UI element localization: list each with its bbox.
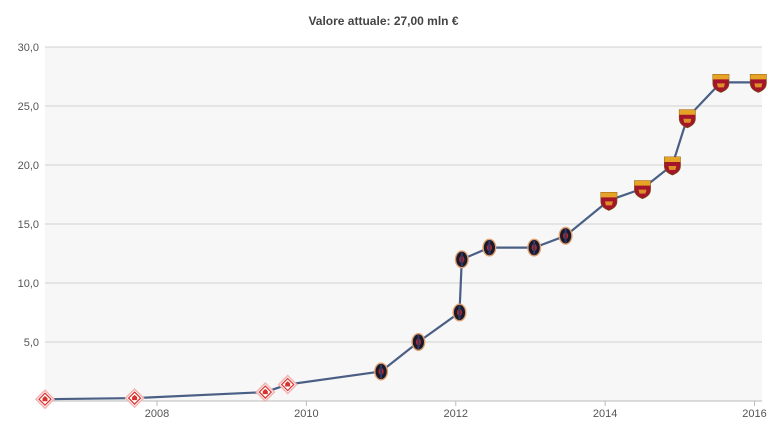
fiorentina-icon (277, 374, 298, 395)
x-tick-label: 2014 (593, 408, 617, 420)
fiorentina-icon (255, 382, 276, 403)
roma-icon (678, 109, 696, 129)
y-tick-label: 25,0 (18, 101, 39, 113)
y-tick-label: 20,0 (18, 160, 39, 172)
x-tick-label: 2010 (294, 408, 318, 420)
genoa-icon (558, 226, 573, 245)
genoa-icon (527, 238, 542, 257)
y-tick-label: 5,0 (24, 337, 39, 349)
roma-icon (634, 180, 651, 200)
x-tick-label: 2012 (444, 408, 468, 420)
roma-icon (712, 74, 730, 93)
x-tick-label: 2016 (742, 408, 766, 420)
genoa-icon (452, 303, 467, 322)
chart-title: Valore attuale: 27,00 mln € (308, 14, 459, 28)
y-tick-label: 30,0 (18, 42, 39, 54)
genoa-icon (454, 250, 469, 269)
x-tick-label: 2008 (145, 408, 169, 420)
genoa-icon (374, 362, 389, 381)
genoa-icon (482, 238, 497, 257)
genoa-icon (411, 333, 426, 351)
y-tick-label: 10,0 (18, 278, 39, 290)
roma-icon (664, 156, 681, 176)
fiorentina-icon (34, 389, 56, 410)
fiorentina-icon (124, 388, 145, 409)
roma-icon (600, 191, 618, 211)
roma-icon (749, 74, 767, 93)
y-tick-label: 15,0 (18, 219, 39, 231)
